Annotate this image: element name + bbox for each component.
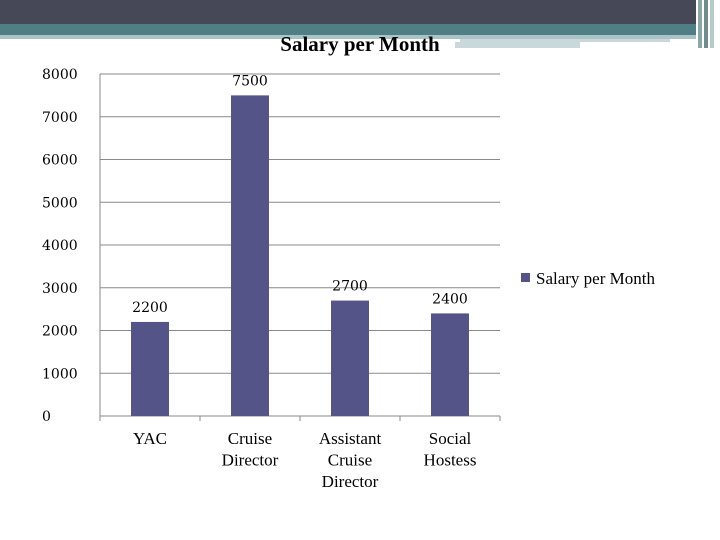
x-category-label: Social bbox=[429, 429, 472, 448]
x-category-label: Director bbox=[222, 451, 279, 470]
x-category-label: Cruise bbox=[228, 429, 272, 448]
x-category-label: Hostess bbox=[424, 451, 477, 470]
y-tick-label: 4000 bbox=[42, 238, 78, 254]
header-band-teal bbox=[0, 24, 696, 35]
legend: Salary per Month bbox=[521, 269, 655, 288]
legend-label: Salary per Month bbox=[536, 269, 655, 288]
x-category-label: Cruise bbox=[328, 451, 372, 470]
y-tick-label: 1000 bbox=[42, 366, 78, 382]
bar bbox=[231, 95, 269, 416]
bar bbox=[431, 313, 469, 416]
labels: 0 1000 2000 3000 4000 5000 6000 7000 8000 2200 YAC… bbox=[42, 67, 476, 491]
y-tick-label: 6000 bbox=[42, 153, 78, 169]
header-accent-line bbox=[460, 39, 670, 42]
header-band-light bbox=[0, 35, 696, 39]
y-tick-label: 0 bbox=[42, 409, 51, 425]
header-edge-stripe-1 bbox=[698, 0, 702, 48]
data-label: 2400 bbox=[432, 291, 468, 307]
header-edge-stripe-3 bbox=[710, 0, 714, 48]
y-tick-label: 8000 bbox=[42, 67, 78, 83]
data-label: 2200 bbox=[132, 300, 168, 316]
y-tick-label: 3000 bbox=[42, 281, 78, 297]
x-category-label: Assistant bbox=[319, 429, 382, 448]
y-tick-label: 5000 bbox=[42, 195, 78, 211]
data-label: 2700 bbox=[332, 279, 368, 295]
bar bbox=[331, 300, 369, 416]
legend-swatch bbox=[521, 273, 530, 282]
data-label: 7500 bbox=[232, 73, 268, 89]
header-band-dark bbox=[0, 0, 696, 24]
header-accent-block bbox=[455, 42, 580, 48]
header-edge-stripe-2 bbox=[704, 0, 708, 48]
bars bbox=[131, 95, 469, 416]
header-decoration bbox=[0, 0, 714, 48]
chart-title: Salary per Month bbox=[280, 32, 440, 56]
x-category-label: Director bbox=[322, 472, 379, 491]
bar bbox=[131, 321, 169, 416]
y-tick-label: 7000 bbox=[42, 110, 78, 126]
x-category-label: YAC bbox=[133, 429, 167, 448]
y-tick-label: 2000 bbox=[42, 324, 78, 340]
